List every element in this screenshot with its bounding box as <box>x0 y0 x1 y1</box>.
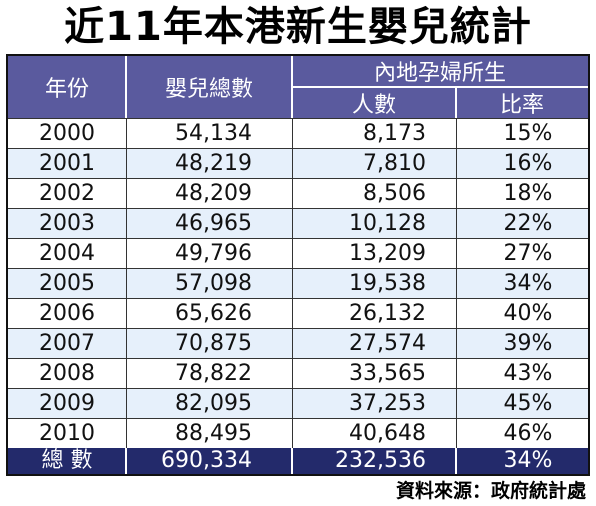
row-births: 48,219 <box>175 151 252 176</box>
total-divider <box>291 448 293 474</box>
table-header: 年份 嬰兒總數 內地孕婦所生 人數 比率 <box>8 56 588 118</box>
row-births: 57,098 <box>175 271 252 296</box>
table-row: 2000 54,134 8,173 15% <box>8 118 588 148</box>
row-mainland-ratio: 16% <box>503 151 553 176</box>
total-births: 690,334 <box>161 448 252 473</box>
row-year: 2006 <box>39 301 95 326</box>
row-mainland-count: 13,209 <box>349 241 426 266</box>
total-divider <box>455 448 457 474</box>
row-mainland-ratio: 40% <box>503 301 553 326</box>
total-divider <box>125 448 127 474</box>
row-births: 49,796 <box>175 241 252 266</box>
header-divider <box>455 86 457 118</box>
source-note: 資料來源：政府統計處 <box>395 480 586 502</box>
header-births: 嬰兒總數 <box>164 77 253 102</box>
header-divider <box>292 86 588 88</box>
table-row: 2005 57,098 19,538 34% <box>8 268 588 298</box>
column-divider <box>456 118 457 448</box>
row-births: 88,495 <box>175 421 252 446</box>
chart-title: 近11年本港新生嬰兒統計 <box>64 4 532 50</box>
header-divider <box>125 56 127 118</box>
row-year: 2004 <box>39 241 95 266</box>
table-row: 2004 49,796 13,209 27% <box>8 238 588 268</box>
row-mainland-count: 37,253 <box>349 391 426 416</box>
header-mainland-count: 人數 <box>351 92 396 118</box>
row-mainland-count: 19,538 <box>349 271 426 296</box>
row-mainland-count: 8,506 <box>363 181 426 206</box>
row-mainland-ratio: 34% <box>503 271 553 296</box>
row-year: 2005 <box>39 271 95 296</box>
row-births: 65,626 <box>175 301 252 326</box>
row-year: 2007 <box>39 331 95 356</box>
column-divider <box>126 118 127 448</box>
row-births: 70,875 <box>175 331 252 356</box>
row-mainland-count: 26,132 <box>349 301 426 326</box>
row-mainland-ratio: 18% <box>503 181 553 206</box>
table-row: 2008 78,822 33,565 43% <box>8 358 588 388</box>
column-divider <box>292 118 293 448</box>
row-mainland-ratio: 43% <box>503 361 553 386</box>
header-mainland-group: 內地孕婦所生 <box>373 61 506 86</box>
table-row: 2002 48,209 8,506 18% <box>8 178 588 208</box>
row-mainland-ratio: 45% <box>503 391 553 416</box>
table-row: 2001 48,219 7,810 16% <box>8 148 588 178</box>
row-year: 2003 <box>39 211 95 236</box>
row-year: 2010 <box>39 421 95 446</box>
row-mainland-count: 8,173 <box>363 121 426 146</box>
header-mainland-ratio: 比率 <box>499 92 544 118</box>
total-label: 總 數 <box>41 448 93 473</box>
row-mainland-ratio: 39% <box>503 331 553 356</box>
row-births: 48,209 <box>175 181 252 206</box>
table-row: 2010 88,495 40,648 46% <box>8 418 588 448</box>
row-mainland-ratio: 27% <box>503 241 553 266</box>
row-births: 46,965 <box>175 211 252 236</box>
row-births: 78,822 <box>175 361 252 386</box>
row-mainland-count: 40,648 <box>349 421 426 446</box>
table-row: 2009 82,095 37,253 45% <box>8 388 588 418</box>
row-year: 2008 <box>39 361 95 386</box>
row-year: 2009 <box>39 391 95 416</box>
row-year: 2002 <box>39 181 95 206</box>
row-births: 82,095 <box>175 391 252 416</box>
row-mainland-count: 27,574 <box>349 331 426 356</box>
row-mainland-count: 7,810 <box>363 151 426 176</box>
table-row: 2003 46,965 10,128 22% <box>8 208 588 238</box>
row-mainland-count: 33,565 <box>349 361 426 386</box>
row-mainland-ratio: 15% <box>503 121 553 146</box>
table-row: 2007 70,875 27,574 39% <box>8 328 588 358</box>
row-mainland-count: 10,128 <box>349 211 426 236</box>
row-year: 2001 <box>39 151 95 176</box>
total-mainland-ratio: 34% <box>503 448 553 473</box>
row-births: 54,134 <box>175 121 252 146</box>
row-year: 2000 <box>39 121 95 146</box>
header-year: 年份 <box>44 77 89 102</box>
total-mainland-count: 232,536 <box>335 448 426 473</box>
total-row: 總 數 690,334 232,536 34% <box>8 448 588 474</box>
births-table: 年份 嬰兒總數 內地孕婦所生 人數 比率 2000 54,134 8,173 15% 2… <box>6 54 590 476</box>
table-row: 2006 65,626 26,132 40% <box>8 298 588 328</box>
row-mainland-ratio: 22% <box>503 211 553 236</box>
row-mainland-ratio: 46% <box>503 421 553 446</box>
